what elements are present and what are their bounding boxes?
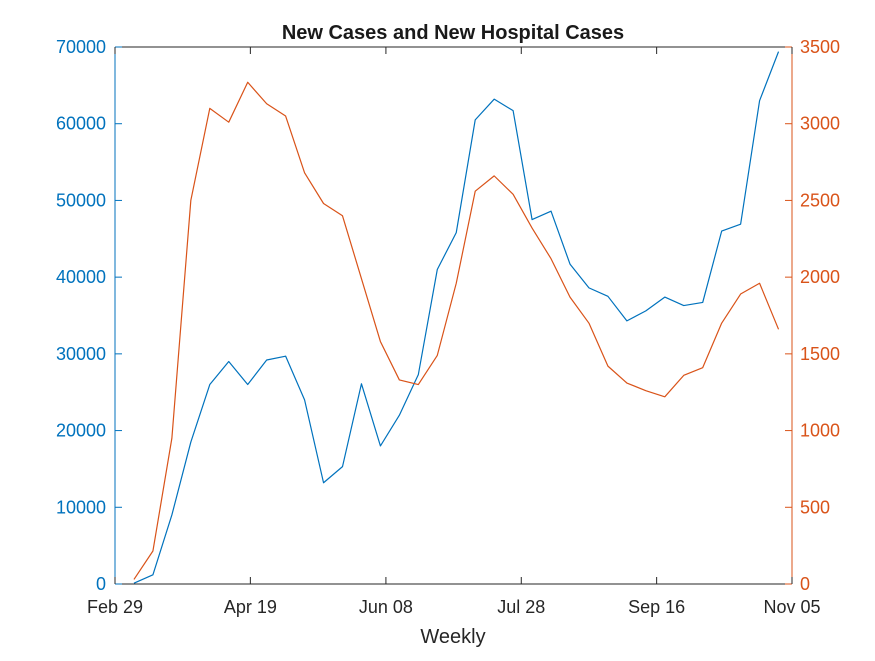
plot-background bbox=[115, 47, 792, 584]
right-tick-label: 2500 bbox=[800, 190, 840, 210]
left-tick-label: 20000 bbox=[56, 421, 106, 441]
left-tick-label: 0 bbox=[96, 574, 106, 594]
x-tick-label: Feb 29 bbox=[87, 597, 143, 617]
x-tick-label: Jun 08 bbox=[359, 597, 413, 617]
axes: 0 10000 20000 30000 40000 50000 60000 70000 0 500… bbox=[56, 37, 840, 617]
left-tick-label: 40000 bbox=[56, 267, 106, 287]
chart-title: New Cases and New Hospital Cases bbox=[282, 22, 624, 44]
right-tick-label: 500 bbox=[800, 497, 830, 517]
right-tick-label: 1500 bbox=[800, 344, 840, 364]
new-hospital-cases-line bbox=[133, 81, 780, 580]
x-tick-label: Nov 05 bbox=[763, 597, 820, 617]
x-tick-label: Apr 19 bbox=[224, 597, 277, 617]
new-cases-line bbox=[133, 51, 780, 584]
right-tick-label: 0 bbox=[800, 574, 810, 594]
right-tick-label: 3500 bbox=[800, 37, 840, 57]
right-tick-label: 2000 bbox=[800, 267, 840, 287]
left-tick-label: 10000 bbox=[56, 497, 106, 517]
left-tick-label: 30000 bbox=[56, 344, 106, 364]
right-tick-label: 1000 bbox=[800, 421, 840, 441]
series-lines bbox=[133, 51, 780, 584]
left-tick-label: 60000 bbox=[56, 114, 106, 134]
left-tick-label: 50000 bbox=[56, 190, 106, 210]
x-tick-label: Sep 16 bbox=[628, 597, 685, 617]
right-tick-label: 3000 bbox=[800, 114, 840, 134]
x-tick-label: Jul 28 bbox=[497, 597, 545, 617]
left-tick-label: 70000 bbox=[56, 37, 106, 57]
x-axis-label: Weekly bbox=[420, 626, 485, 648]
